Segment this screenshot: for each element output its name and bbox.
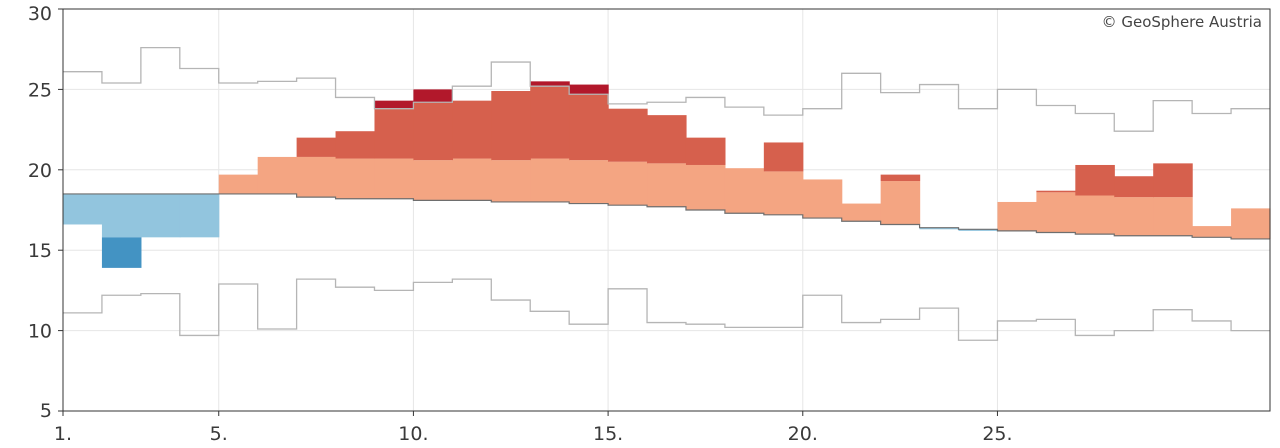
mean-anomaly-bar [958,229,999,231]
max-anomaly-bar [335,131,376,159]
max-anomaly-bar [491,91,531,161]
mean-anomaly-bar [335,158,376,199]
mean-anomaly-bar [1231,208,1271,239]
mean-anomaly-bar [1153,197,1193,236]
mean-anomaly-bar [452,158,492,201]
mean-anomaly-bar [530,158,570,202]
extreme-bars [101,81,1193,268]
x-tick-label: 10. [398,423,428,445]
mean-anomaly-bar [841,203,882,222]
mean-anomaly-bar [569,160,609,204]
mean-anomaly-bar [608,161,648,206]
y-tick-label: 10 [28,321,52,343]
mean-anomaly-bar [257,156,298,194]
record-exceed-bar [374,100,415,109]
mean-anomaly-bar [63,193,103,225]
min-record-line [63,278,1270,341]
mean-anomaly-bar [179,193,220,238]
mean-bars [63,156,1271,239]
y-tick-label: 25 [28,79,52,101]
max-anomaly-bar [569,94,609,161]
record-exceed-bar [413,89,453,103]
max-anomaly-bar [1153,163,1193,198]
mean-anomaly-bar [763,171,804,215]
mean-anomaly-bar [1192,226,1232,238]
mean-anomaly-bar [101,193,142,238]
mean-anomaly-bar [724,168,765,214]
mean-anomaly-bar [919,227,960,230]
climatological-mean-line [63,193,1270,240]
y-tick-label: 30 [28,3,52,25]
x-tick-label: 15. [593,423,623,445]
mean-anomaly-bar [685,164,726,210]
max-record-line [63,46,1270,132]
reference-lines [63,46,1270,341]
x-axis: 1. 5. 10. 15. 20. 25. [54,411,1013,445]
max-anomaly-bar [1114,176,1154,198]
y-tick-label: 15 [28,240,52,262]
max-anomaly-bar [101,237,142,268]
y-tick-label: 5 [40,400,52,422]
x-tick-label: 20. [788,423,818,445]
mean-anomaly-bar [296,156,337,198]
max-anomaly-bar [530,86,570,159]
mean-anomaly-bar [1036,192,1076,233]
mean-anomaly-bar [413,160,453,201]
max-anomaly-bar [763,142,804,172]
x-tick-label: 5. [210,423,228,445]
y-axis: 5 10 15 20 25 30 [28,3,63,422]
mean-anomaly-bar [1075,195,1115,235]
plot-frame [62,8,1271,412]
max-anomaly-bar [880,174,921,182]
mean-anomaly-bar [647,163,687,207]
mean-anomaly-bar [218,174,259,194]
max-anomaly-bar [374,108,415,159]
mean-anomaly-bar [1114,197,1154,236]
max-anomaly-bar [608,108,648,162]
mean-anomaly-bar [880,181,921,225]
max-anomaly-bar [1075,164,1115,196]
record-exceed-bar [569,84,609,95]
credit-text: © GeoSphere Austria [1102,13,1262,31]
x-tick-label: 25. [982,423,1012,445]
mean-anomaly-bar [491,160,531,202]
max-anomaly-bar [452,100,492,159]
max-anomaly-bar [685,137,726,165]
record-exceed-bar [530,81,570,87]
mean-anomaly-bar [802,179,843,219]
y-tick-label: 20 [28,160,52,182]
max-anomaly-bar [413,102,453,161]
max-anomaly-bar [296,137,337,157]
mean-anomaly-bar [374,158,415,199]
mean-anomaly-bar [140,193,181,238]
x-tick-label: 1. [54,423,72,445]
max-anomaly-bar [1036,190,1076,193]
mean-anomaly-bar [997,201,1037,231]
max-anomaly-bar [647,115,687,164]
